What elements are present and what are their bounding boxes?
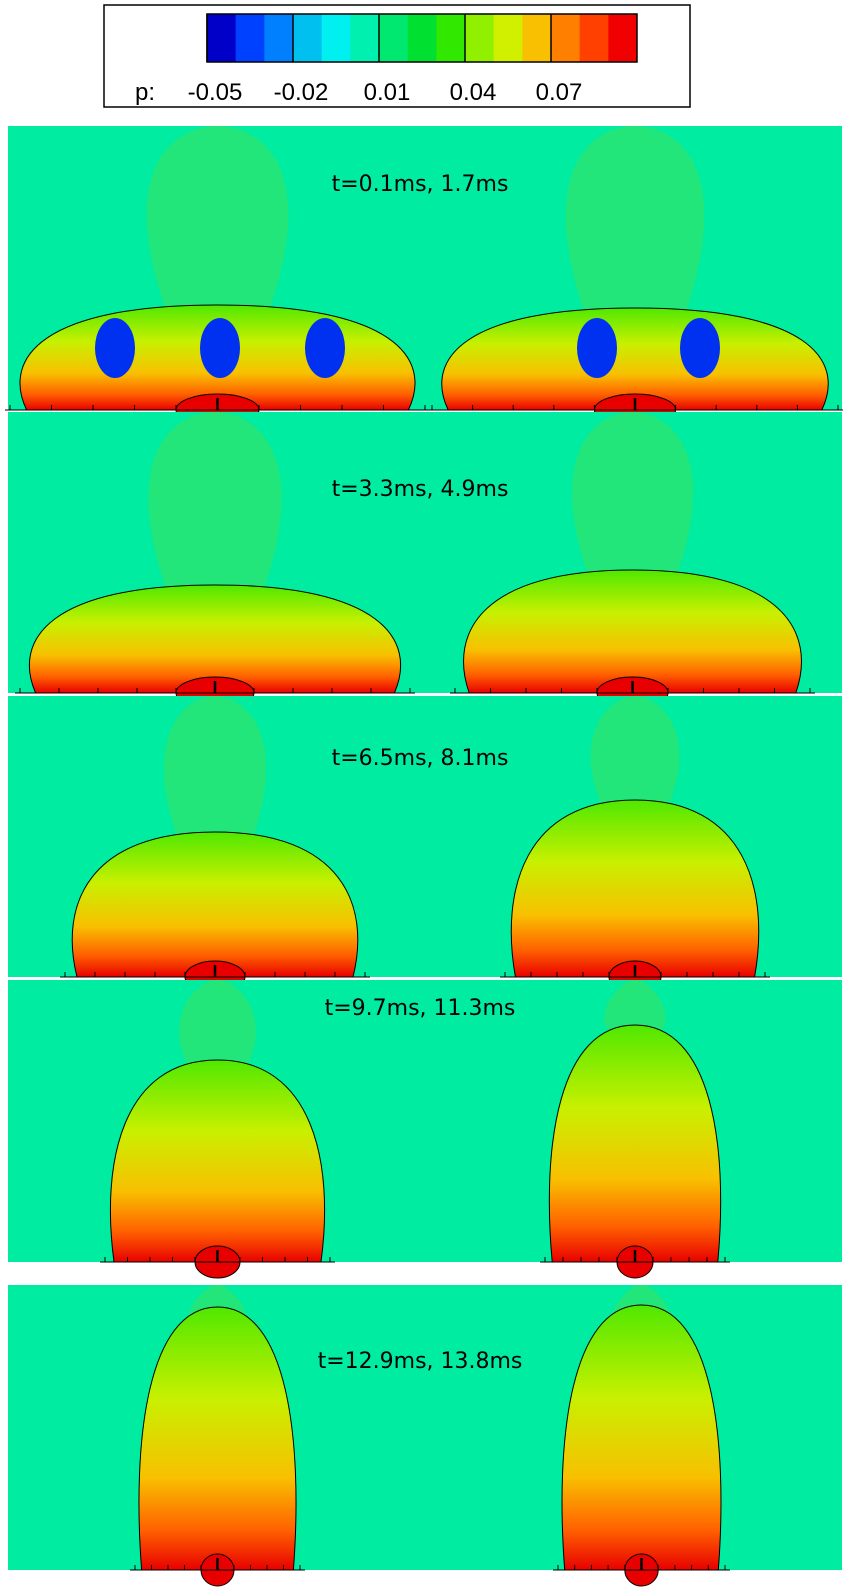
colorbar-band: [608, 14, 637, 62]
panel-label: t=0.1ms, 1.7ms: [332, 172, 509, 197]
panel-label: t=3.3ms, 4.9ms: [332, 477, 509, 502]
colorbar-band: [264, 14, 293, 62]
figure: p: -0.05 -0.02 0.01 0.04 0.07 t=0.1ms, 1.7ms t…: [0, 0, 853, 1590]
plume: [147, 126, 289, 315]
colorbar-band: [293, 14, 322, 62]
plume: [566, 126, 705, 318]
colorbar-band: [522, 14, 551, 62]
low-pressure-region: [305, 318, 345, 378]
colorbar-band: [465, 14, 494, 62]
low-pressure-region: [95, 318, 135, 378]
page: {"legend": {"variable": "p:", "ticks": […: [0, 0, 853, 1590]
colorbar-band: [580, 14, 609, 62]
colorbar-band: [350, 14, 379, 62]
panel-label: t=12.9ms, 13.8ms: [318, 1349, 523, 1374]
plume: [572, 412, 693, 580]
colorbar-band: [322, 14, 351, 62]
colorbar-tick-label: -0.02: [274, 79, 329, 106]
plume: [164, 696, 266, 842]
colorbar-band: [408, 14, 437, 62]
colorbar-band: [436, 14, 465, 62]
low-pressure-region: [200, 318, 240, 378]
colorbar-band: [379, 14, 408, 62]
legend-variable: p:: [135, 79, 155, 106]
plume: [148, 412, 281, 595]
colorbar-tick-label: -0.05: [188, 79, 243, 106]
low-pressure-region: [680, 318, 720, 378]
colorbar-tick-label: 0.04: [450, 79, 497, 106]
colorbar-tick-label: 0.01: [364, 79, 411, 106]
colorbar-tick-label: 0.07: [536, 79, 583, 106]
panel-label: t=9.7ms, 11.3ms: [325, 996, 516, 1021]
colorbar-band: [236, 14, 265, 62]
panel-label: t=6.5ms, 8.1ms: [332, 746, 509, 771]
colorbar-band: [207, 14, 236, 62]
low-pressure-region: [577, 318, 617, 378]
colorbar-band: [551, 14, 580, 62]
colorbar-band: [494, 14, 523, 62]
